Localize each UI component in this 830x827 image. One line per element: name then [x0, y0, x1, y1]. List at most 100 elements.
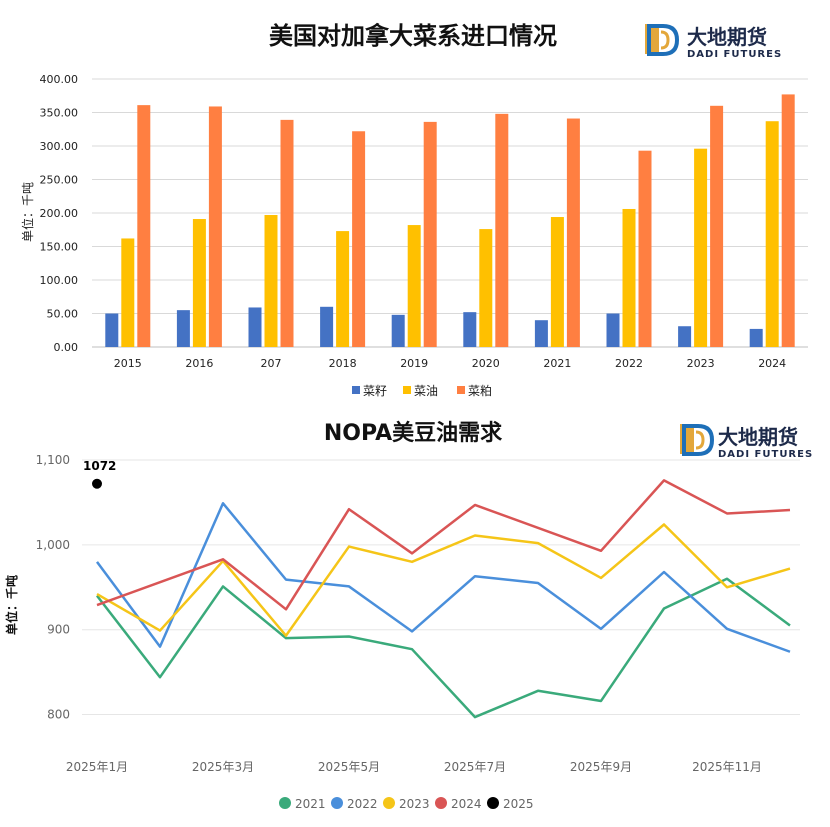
- brand-name-cn: 大地期货: [718, 425, 798, 449]
- bar-菜油-2021: [550, 217, 564, 347]
- bar-菜籽-2024: [749, 328, 763, 347]
- legend-item-2025: 2025: [487, 797, 534, 811]
- brand-mark-icon: [680, 424, 715, 456]
- legend-label: 2021: [295, 797, 326, 811]
- brand-name-cn: 大地期货: [687, 25, 767, 49]
- legend-label: 菜籽: [363, 384, 387, 398]
- legend-swatch: [352, 386, 360, 394]
- chart2-gridlines: [82, 459, 800, 716]
- chart1-x-axis: 2015 2016 207 2018 2019 2020 2021 2022 2023 2024: [114, 357, 786, 370]
- brand-logo-bottom: 大地期货 DADI FUTURES: [680, 424, 813, 460]
- legend-label: 2022: [347, 797, 378, 811]
- chart2-y-axis: 800 900 1,000 1,100: [36, 453, 70, 722]
- legend-item-2021: 2021: [279, 797, 326, 811]
- y-tick-label: 250.00: [40, 174, 79, 187]
- chart2-title: NOPA美豆油需求: [324, 420, 502, 446]
- chart2-x-axis: 2025年1月 2025年3月 2025年5月 2025年7月 2025年9月 2025年…: [66, 760, 762, 774]
- legend-swatch: [403, 386, 411, 394]
- legend-item-菜籽: 菜籽: [352, 384, 387, 398]
- bar-菜油-207: [264, 215, 278, 347]
- point-2025: [92, 478, 102, 489]
- y-tick-label: 200.00: [40, 207, 79, 220]
- chart1-y-axis: 0.00 50.00 100.00 150.00 200.00 250.00 300.00 3…: [40, 73, 79, 354]
- x-tick-label: 2025年11月: [692, 760, 762, 774]
- bar-菜油-2024: [765, 121, 779, 348]
- legend-label: 2024: [451, 797, 482, 811]
- x-tick-label: 2025年7月: [444, 760, 506, 774]
- line-2021: [96, 577, 791, 719]
- x-tick-label: 2021: [543, 357, 571, 370]
- brand-name-en: DADI FUTURES: [687, 49, 782, 60]
- x-tick-label: 2023: [687, 357, 715, 370]
- y-tick-label: 50.00: [47, 308, 79, 321]
- bar-菜粕-2021: [566, 118, 580, 347]
- line-2023: [96, 523, 791, 637]
- y-tick-label: 1,100: [36, 453, 70, 467]
- bar-菜籽-2016: [176, 310, 190, 347]
- bar-菜籽-2023: [678, 326, 692, 347]
- legend-label: 菜油: [414, 384, 438, 398]
- legend-swatch: [383, 797, 395, 809]
- bar-菜籽-2015: [105, 313, 119, 347]
- legend-item-菜油: 菜油: [403, 384, 438, 398]
- bar-菜油-2015: [121, 238, 135, 347]
- y-tick-label: 1,000: [36, 538, 70, 552]
- bar-菜粕-207: [280, 119, 294, 348]
- legend-swatch: [331, 797, 343, 809]
- bar-菜油-2023: [694, 148, 708, 347]
- legend-item-2024: 2024: [435, 797, 482, 811]
- bar-菜粕-2016: [208, 106, 222, 347]
- chart1-legend: 菜籽 菜油 菜粕: [352, 383, 492, 398]
- bar-菜油-2020: [479, 229, 493, 347]
- legend-swatch: [435, 797, 447, 809]
- x-tick-label: 2022: [615, 357, 643, 370]
- x-tick-label: 2024: [758, 357, 786, 370]
- line-2022: [95, 502, 791, 653]
- y-tick-label: 350.00: [40, 107, 79, 120]
- bar-菜籽-2020: [463, 312, 477, 347]
- y-tick-label: 400.00: [40, 73, 79, 86]
- brand-mark-icon: [645, 24, 680, 56]
- bar-菜籽-207: [248, 307, 262, 347]
- bar-菜籽-2018: [320, 306, 334, 347]
- bar-菜油-2022: [622, 208, 636, 347]
- y-tick-label: 100.00: [40, 274, 79, 287]
- bar-菜籽-2019: [391, 314, 405, 347]
- legend-label: 2025: [503, 797, 534, 811]
- x-tick-label: 2016: [185, 357, 213, 370]
- x-tick-label: 2025年9月: [570, 760, 632, 774]
- chart1-bars: [105, 94, 795, 348]
- x-tick-label: 2020: [472, 357, 500, 370]
- x-tick-label: 2019: [400, 357, 428, 370]
- chart1-title: 美国对加拿大菜系进口情况: [269, 21, 557, 50]
- bar-菜粕-2024: [781, 94, 795, 347]
- x-tick-label: 2025年5月: [318, 760, 380, 774]
- bar-菜油-2018: [336, 231, 350, 347]
- chart2-legend: 2021 2022 2023 2024 2025: [279, 797, 534, 811]
- chart1-y-axis-label: 单位：千吨: [20, 182, 35, 242]
- bar-菜粕-2015: [137, 105, 151, 347]
- y-tick-label: 300.00: [40, 140, 79, 153]
- y-tick-label: 0.00: [54, 341, 79, 354]
- bar-菜油-2019: [407, 225, 421, 347]
- legend-item-菜粕: 菜粕: [457, 383, 492, 398]
- bar-菜粕-2023: [710, 105, 724, 347]
- bar-菜籽-2021: [534, 320, 548, 347]
- y-tick-label: 900: [47, 623, 70, 637]
- legend-label: 菜粕: [468, 383, 492, 398]
- legend-swatch: [457, 386, 465, 394]
- brand-logo-top: 大地期货 DADI FUTURES: [645, 24, 782, 60]
- legend-item-2023: 2023: [383, 797, 430, 811]
- x-tick-label: 2015: [114, 357, 142, 370]
- line-2024: [96, 479, 791, 611]
- legend-item-2022: 2022: [331, 797, 378, 811]
- x-tick-label: 2025年1月: [66, 760, 128, 774]
- y-tick-label: 800: [47, 708, 70, 722]
- data-label-2025: 1072: [83, 459, 116, 473]
- brand-name-en: DADI FUTURES: [718, 449, 813, 460]
- bar-菜籽-2022: [606, 313, 620, 347]
- bar-菜粕-2022: [638, 150, 652, 347]
- bar-菜粕-2018: [352, 131, 366, 347]
- bar-菜油-2016: [192, 219, 206, 347]
